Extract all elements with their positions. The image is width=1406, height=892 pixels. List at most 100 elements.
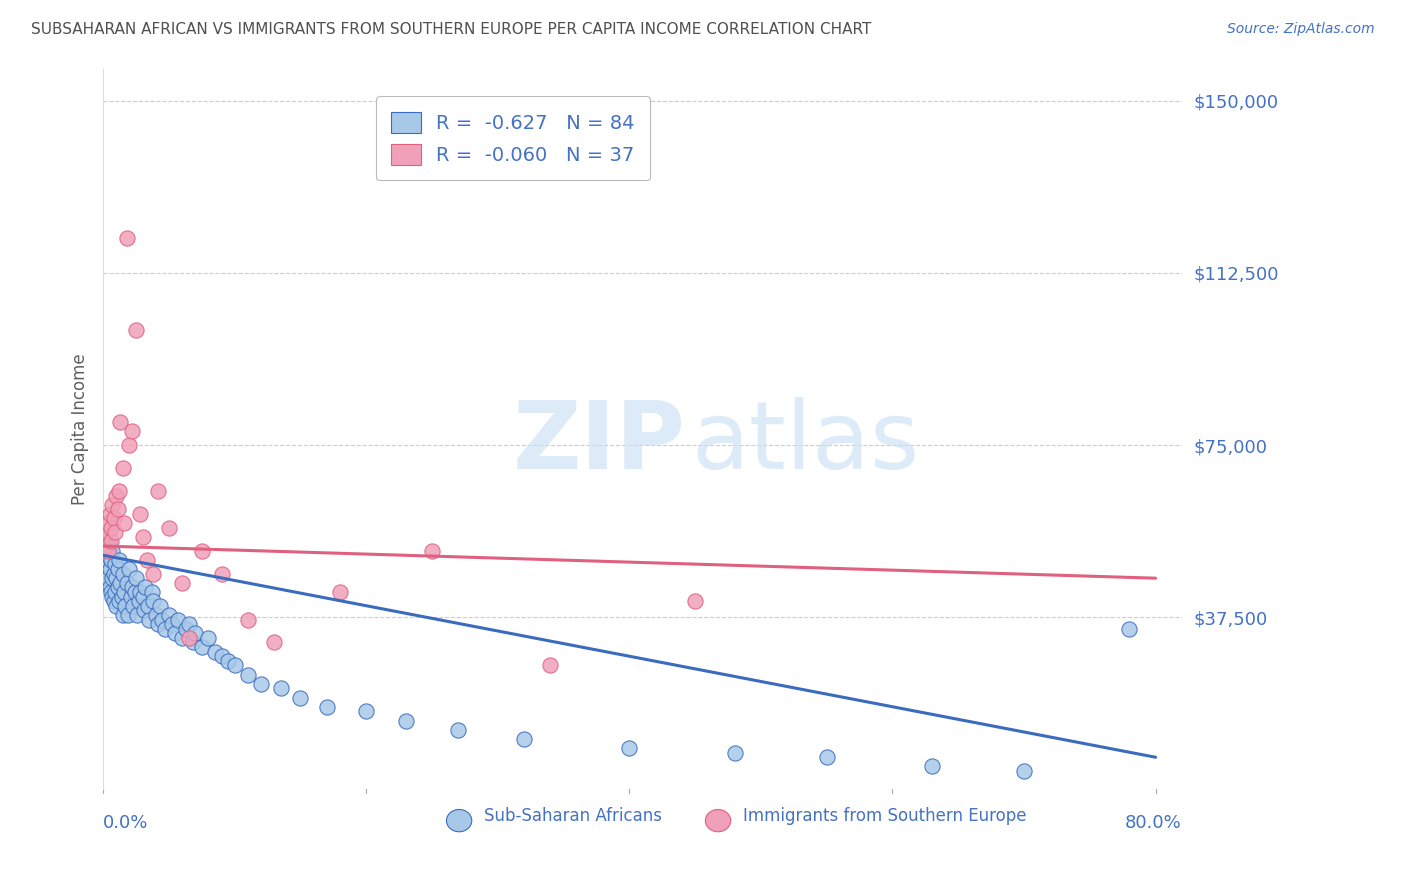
Point	[105, 571, 128, 585]
Point	[145, 607, 167, 622]
Y-axis label: Per Capita Income: Per Capita Income	[72, 353, 89, 505]
Point	[127, 607, 149, 622]
Point	[138, 613, 160, 627]
Point	[211, 566, 233, 581]
Point	[100, 521, 122, 535]
Point	[129, 585, 152, 599]
Text: Sub-Saharan Africans: Sub-Saharan Africans	[484, 807, 662, 825]
Point	[122, 599, 145, 613]
Point	[128, 594, 150, 608]
Point	[118, 562, 141, 576]
Point	[315, 699, 337, 714]
Point	[94, 566, 117, 581]
Point	[148, 617, 170, 632]
Point	[104, 558, 127, 572]
Point	[263, 635, 285, 649]
Text: 80.0%: 80.0%	[1125, 814, 1182, 832]
Point	[135, 553, 157, 567]
Point	[125, 571, 148, 585]
Point	[153, 622, 176, 636]
Point	[395, 714, 418, 728]
Point	[100, 553, 122, 567]
Point	[110, 415, 132, 429]
Text: ZIP: ZIP	[513, 397, 686, 490]
Point	[110, 590, 132, 604]
Point	[132, 603, 155, 617]
Point	[131, 590, 153, 604]
Point	[94, 539, 117, 553]
Point	[108, 594, 131, 608]
Point	[236, 613, 259, 627]
Point	[93, 530, 115, 544]
Point	[112, 516, 135, 530]
Point	[118, 438, 141, 452]
Point	[129, 507, 152, 521]
Point	[1012, 764, 1035, 778]
Point	[94, 543, 117, 558]
Point	[191, 543, 214, 558]
Point	[121, 580, 143, 594]
Point	[157, 521, 180, 535]
Point	[1118, 622, 1140, 636]
Point	[131, 530, 153, 544]
Text: Immigrants from Southern Europe: Immigrants from Southern Europe	[742, 807, 1026, 825]
Point	[110, 575, 132, 590]
Point	[124, 585, 146, 599]
Point	[142, 566, 165, 581]
Point	[177, 617, 200, 632]
Point	[270, 681, 292, 696]
Point	[98, 507, 121, 521]
Point	[160, 617, 183, 632]
Point	[101, 498, 124, 512]
Point	[107, 562, 129, 576]
Text: Source: ZipAtlas.com: Source: ZipAtlas.com	[1227, 22, 1375, 37]
Point	[125, 323, 148, 337]
Legend: R =  -0.627   N = 84, R =  -0.060   N = 37: R = -0.627 N = 84, R = -0.060 N = 37	[375, 96, 650, 180]
Point	[174, 622, 197, 636]
Point	[105, 599, 128, 613]
Point	[103, 594, 125, 608]
Point	[290, 690, 312, 705]
Point	[177, 631, 200, 645]
Point	[141, 585, 163, 599]
Point	[167, 613, 190, 627]
Point	[148, 483, 170, 498]
Point	[683, 594, 706, 608]
Point	[97, 548, 120, 562]
Point	[165, 626, 187, 640]
Point	[105, 489, 128, 503]
Point	[103, 566, 125, 581]
Point	[104, 525, 127, 540]
Point	[815, 750, 838, 764]
Point	[117, 607, 139, 622]
Point	[224, 658, 246, 673]
Point	[134, 580, 156, 594]
Point	[96, 575, 118, 590]
Text: atlas: atlas	[692, 397, 920, 490]
Point	[217, 654, 239, 668]
Point	[103, 511, 125, 525]
Point	[108, 553, 131, 567]
Point	[211, 649, 233, 664]
Point	[236, 667, 259, 681]
Point	[170, 631, 193, 645]
Point	[112, 585, 135, 599]
Point	[98, 562, 121, 576]
Point	[181, 635, 204, 649]
Point	[111, 607, 134, 622]
Point	[513, 731, 536, 746]
Point	[98, 539, 121, 553]
Text: SUBSAHARAN AFRICAN VS IMMIGRANTS FROM SOUTHERN EUROPE PER CAPITA INCOME CORRELAT: SUBSAHARAN AFRICAN VS IMMIGRANTS FROM SO…	[31, 22, 872, 37]
Point	[98, 580, 121, 594]
Point	[170, 575, 193, 590]
Point	[136, 599, 159, 613]
Point	[101, 543, 124, 558]
Point	[111, 461, 134, 475]
Point	[107, 580, 129, 594]
Point	[97, 516, 120, 530]
Point	[184, 626, 207, 640]
Point	[157, 607, 180, 622]
Point	[191, 640, 214, 654]
Point	[101, 590, 124, 604]
Point	[354, 704, 377, 718]
